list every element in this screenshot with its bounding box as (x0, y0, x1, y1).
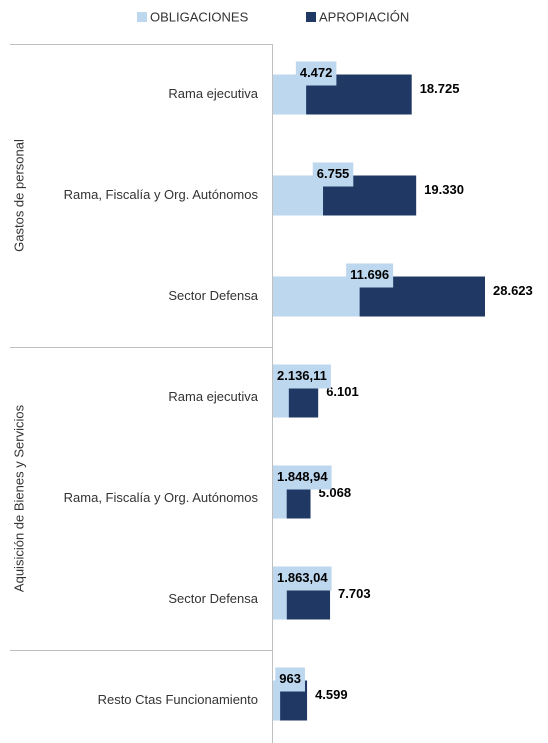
data-label: 28.623 (493, 283, 533, 298)
data-label-box (346, 263, 394, 288)
category-label: Sector Defensa (168, 591, 258, 606)
bar (273, 276, 360, 317)
legend-label: OBLIGACIONES (150, 9, 249, 24)
data-label: 1.863,04 (277, 570, 328, 585)
category-label: Rama, Fiscalía y Org. Autónomos (64, 187, 259, 202)
data-label: 19.330 (424, 182, 464, 197)
legend-swatch (137, 12, 147, 22)
data-label: 6.101 (326, 384, 359, 399)
data-label-box (275, 667, 305, 692)
data-label: 2.136,11 (277, 368, 327, 383)
data-label: 4.472 (300, 65, 333, 80)
data-label: 6.755 (317, 166, 350, 181)
category-label: Rama ejecutiva (168, 389, 258, 404)
group-label: Gastos de personal (11, 139, 26, 252)
data-label: 7.703 (338, 586, 371, 601)
data-label-box (295, 61, 337, 86)
legend-label: APROPIACIÓN (319, 9, 409, 24)
data-label: 4.599 (315, 687, 348, 702)
category-label: Resto Ctas Funcionamiento (98, 692, 258, 707)
data-label-box (312, 162, 354, 187)
bar (273, 680, 281, 721)
data-label: 963 (279, 671, 301, 686)
data-label: 18.725 (420, 81, 460, 96)
category-label: Rama, Fiscalía y Org. Autónomos (64, 490, 259, 505)
data-label-box (273, 566, 332, 591)
data-label-box (273, 465, 332, 490)
data-label-box (273, 364, 331, 389)
group-label: Aquisición de Bienes y Servicios (11, 404, 26, 592)
data-label: 1.848,94 (277, 469, 328, 484)
data-label: 11.696 (350, 267, 389, 282)
category-label: Rama ejecutiva (168, 86, 258, 101)
category-label: Sector Defensa (168, 288, 258, 303)
legend-swatch (306, 12, 316, 22)
